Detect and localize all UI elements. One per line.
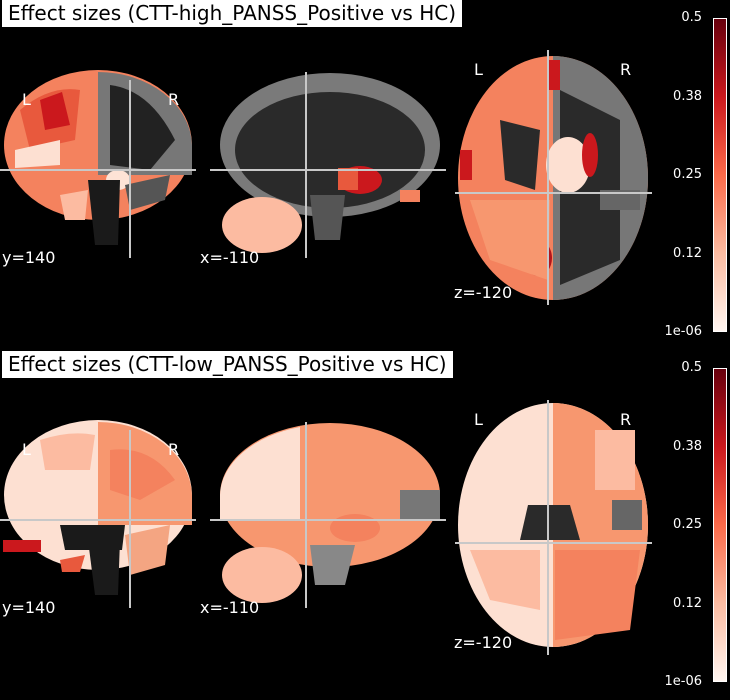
- brain-slices-low: [0, 400, 652, 655]
- axial-coord-label: z=-120: [454, 283, 513, 302]
- coronal-coord-label: y=140: [2, 598, 56, 617]
- panel-high-positive: Effect sizes (CTT-high_PANSS_Positive vs…: [0, 0, 727, 339]
- axial-right-label: R: [620, 410, 632, 429]
- colorbar-tick: 1e-06: [664, 324, 702, 339]
- coronal-coord-label: y=140: [2, 248, 56, 267]
- colorbar-tick: 0.38: [673, 439, 702, 454]
- axial-coord-label: z=-120: [454, 633, 513, 652]
- sagittal-coord-label: x=-110: [200, 598, 260, 617]
- axial-right-label: R: [620, 60, 632, 79]
- axial-slice-low: [458, 403, 648, 647]
- sagittal-slice-high: [220, 73, 440, 253]
- coronal-slice-low: [3, 420, 192, 595]
- coronal-right-label: R: [168, 90, 180, 109]
- colorbar-tick: 0.38: [673, 89, 702, 104]
- crosshair-high: [0, 50, 652, 305]
- coronal-left-label: L: [22, 90, 31, 109]
- brain-slices-high: [0, 50, 652, 305]
- crosshair-low: [0, 400, 652, 655]
- coronal-left-label: L: [22, 440, 31, 459]
- panel-title: Effect sizes (CTT-low_PANSS_Positive vs …: [2, 351, 453, 378]
- axial-left-label: L: [474, 410, 483, 429]
- sagittal-coord-label: x=-110: [200, 248, 260, 267]
- colorbar-tick: 0.12: [673, 246, 702, 261]
- coronal-slice-high: [4, 70, 192, 245]
- colorbar-tick: 0.25: [673, 517, 702, 532]
- colorbar: [713, 368, 727, 682]
- sagittal-slice-low: [220, 423, 440, 603]
- colorbar-tick: 0.5: [681, 10, 702, 25]
- axial-slice-high: [458, 56, 648, 300]
- colorbar: [713, 18, 727, 332]
- colorbar-tick: 0.25: [673, 167, 702, 182]
- colorbar-tick: 0.5: [681, 360, 702, 375]
- coronal-right-label: R: [168, 440, 180, 459]
- panel-low-positive: Effect sizes (CTT-low_PANSS_Positive vs …: [0, 350, 730, 700]
- colorbar-tick: 0.12: [673, 596, 702, 611]
- axial-left-label: L: [474, 60, 483, 79]
- panel-title: Effect sizes (CTT-high_PANSS_Positive vs…: [2, 0, 462, 27]
- colorbar-tick: 1e-06: [664, 674, 702, 689]
